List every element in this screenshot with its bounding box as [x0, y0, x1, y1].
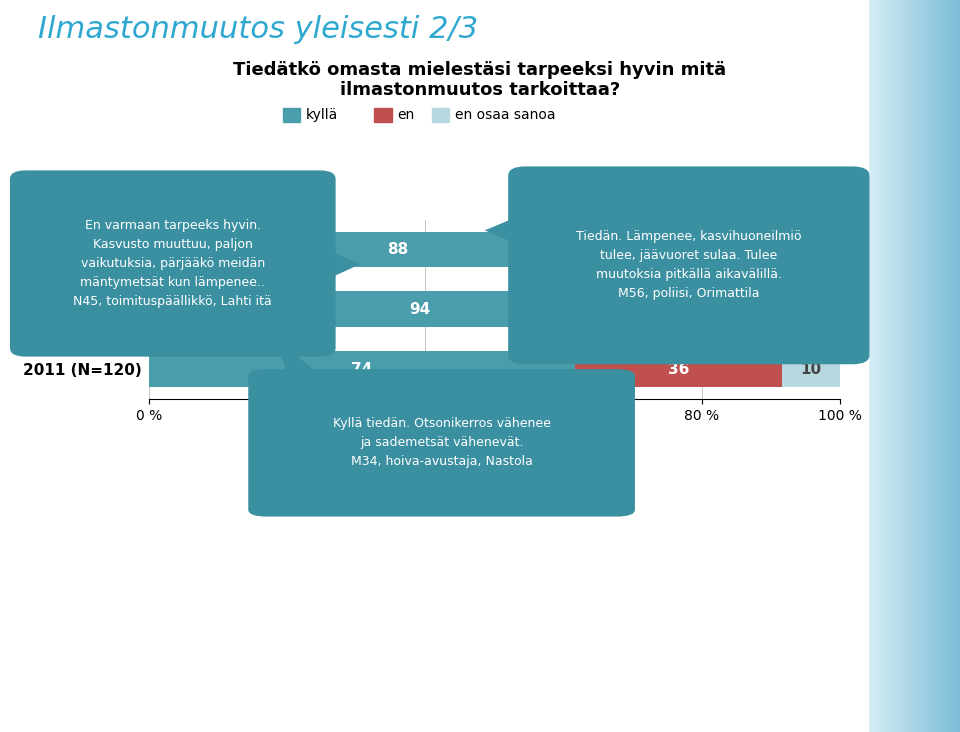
FancyBboxPatch shape: [249, 369, 635, 517]
Text: en: en: [397, 108, 415, 122]
Text: 30: 30: [722, 242, 743, 257]
Text: 4: 4: [824, 242, 834, 257]
Text: Tiedätkö omasta mielestäsi tarpeeksi hyvin mitä: Tiedätkö omasta mielestäsi tarpeeksi hyv…: [233, 61, 727, 78]
Text: ilmastonmuutos tarkoittaa?: ilmastonmuutos tarkoittaa?: [340, 81, 620, 99]
Bar: [149, 231, 647, 267]
Text: 10: 10: [801, 362, 822, 376]
Text: en osaa sanoa: en osaa sanoa: [455, 108, 556, 122]
FancyBboxPatch shape: [10, 171, 336, 356]
Bar: [817, 231, 840, 267]
Polygon shape: [278, 340, 326, 381]
Bar: [782, 351, 840, 387]
Text: 36: 36: [668, 362, 689, 376]
Text: 18: 18: [732, 302, 753, 317]
Text: 8: 8: [811, 302, 823, 317]
Text: Ilmastonmuutos yleisesti 2/3: Ilmastonmuutos yleisesti 2/3: [38, 15, 478, 44]
Text: 74: 74: [351, 362, 372, 376]
Text: En varmaan tarpeeks hyvin.
Kasvusto muuttuu, paljon
vaikutuksia, pärjääkö meidän: En varmaan tarpeeks hyvin. Kasvusto muut…: [73, 219, 273, 308]
Bar: [575, 351, 782, 387]
Bar: [690, 291, 794, 327]
Text: kyllä: kyllä: [306, 108, 339, 122]
FancyBboxPatch shape: [508, 166, 870, 365]
Bar: [149, 351, 575, 387]
Text: Kyllä tiedän. Otsonikerros vähenee
ja sademetsät vähenevät.
M34, hoiva-avustaja,: Kyllä tiedän. Otsonikerros vähenee ja sa…: [333, 417, 550, 468]
Polygon shape: [485, 215, 521, 246]
Text: Tiedän. Lämpenee, kasvihuoneilmiö
tulee, jäävuoret sulaa. Tulee
muutoksia pitkäl: Tiedän. Lämpenee, kasvihuoneilmiö tulee,…: [576, 231, 802, 300]
Polygon shape: [326, 249, 360, 280]
Text: 88: 88: [388, 242, 409, 257]
Text: 94: 94: [409, 302, 430, 317]
Bar: [647, 231, 817, 267]
Bar: [149, 291, 690, 327]
Bar: [794, 291, 840, 327]
